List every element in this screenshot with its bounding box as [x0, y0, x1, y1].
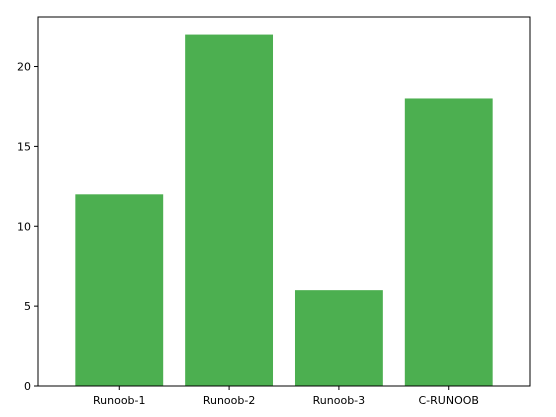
bars-group [75, 34, 493, 386]
x-tick-label: C-RUNOOB [419, 394, 479, 407]
y-tick-label: 10 [17, 220, 31, 233]
x-tick-label: Runoob-2 [203, 394, 256, 407]
x-axis: Runoob-1 Runoob-2 Runoob-3 C-RUNOOB [93, 386, 479, 407]
y-axis: 0 5 10 15 20 [17, 61, 38, 393]
bar-runoob-2 [185, 34, 274, 386]
plot-frame [37, 16, 531, 387]
y-tick-label: 0 [24, 380, 31, 393]
bar-runoob-3 [294, 290, 383, 386]
y-tick-label: 15 [17, 140, 31, 153]
x-tick-label: Runoob-1 [93, 394, 146, 407]
y-tick-label: 5 [24, 300, 31, 313]
y-tick-label: 20 [17, 61, 31, 74]
x-tick-label: Runoob-3 [313, 394, 366, 407]
bar-runoob-1 [75, 194, 164, 386]
bar-c-runoob [404, 98, 493, 386]
